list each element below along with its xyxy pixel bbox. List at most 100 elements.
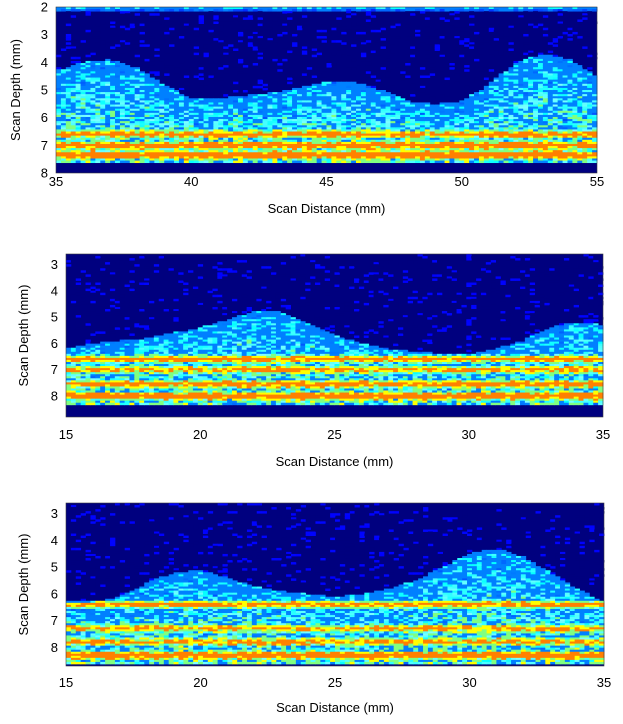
heatmap-cell	[415, 102, 421, 105]
heatmap-cell	[306, 154, 313, 157]
heatmap-cell	[311, 96, 318, 99]
heatmap-cell	[336, 121, 342, 124]
heatmap-cell	[301, 139, 308, 143]
heatmap-cell	[380, 110, 386, 114]
heatmap-cell	[429, 146, 436, 149]
heatmap-cell	[306, 114, 313, 118]
heatmap-cell	[134, 23, 141, 27]
heatmap-cell	[110, 81, 116, 85]
heatmap-cell	[247, 154, 254, 157]
heatmap-cell	[508, 114, 514, 118]
heatmap-cell	[518, 116, 524, 120]
heatmap-cell	[267, 92, 273, 95]
heatmap-cell	[537, 160, 544, 164]
heatmap-cell	[400, 100, 406, 103]
heatmap-cell	[370, 152, 377, 155]
heatmap-cell	[360, 150, 367, 153]
heatmap-cell	[267, 102, 273, 105]
heatmap-cell	[375, 102, 381, 105]
heatmap-cell	[464, 127, 470, 130]
heatmap-cell	[174, 100, 180, 103]
heatmap-cell	[237, 156, 244, 159]
heatmap-cell	[341, 119, 347, 122]
heatmap-cell	[469, 98, 475, 101]
heatmap-cell	[469, 127, 475, 130]
heatmap-cell	[557, 77, 563, 81]
heatmap-cell	[188, 160, 195, 164]
heatmap-cell	[169, 60, 175, 64]
heatmap-cell	[267, 96, 273, 99]
heatmap-cell	[287, 102, 293, 105]
heatmap-cell	[139, 148, 145, 151]
heatmap-cell	[218, 42, 224, 45]
heatmap-cell	[385, 112, 391, 116]
heatmap-cell	[380, 156, 386, 159]
heatmap-cell	[188, 139, 195, 143]
heatmap-cell	[533, 160, 539, 164]
heatmap-cell	[557, 110, 563, 114]
heatmap-cell	[523, 137, 529, 141]
heatmap-cell	[159, 148, 165, 151]
heatmap-cell	[292, 116, 298, 120]
heatmap-cell	[301, 129, 308, 132]
heatmap-cell	[346, 65, 352, 68]
heatmap-cell	[419, 114, 426, 118]
heatmap-cell	[257, 11, 263, 14]
heatmap-cell	[149, 29, 155, 33]
heatmap-cell	[80, 133, 86, 137]
heatmap-cell	[533, 67, 539, 70]
heatmap-cell	[134, 154, 141, 157]
heatmap-cell	[95, 81, 101, 85]
heatmap-cell	[188, 152, 195, 155]
heatmap-cell	[562, 75, 568, 78]
heatmap-cell	[115, 125, 121, 128]
heatmap-cell	[395, 154, 401, 157]
heatmap-cell	[449, 67, 455, 70]
heatmap-cell	[124, 141, 131, 145]
heatmap-cell	[139, 7, 145, 10]
heatmap-cell	[129, 129, 136, 132]
heatmap-cell	[252, 96, 259, 99]
heatmap-cell	[60, 94, 67, 97]
heatmap-cell	[356, 146, 362, 149]
heatmap-cell	[65, 87, 72, 91]
heatmap-cell	[341, 81, 347, 85]
heatmap-cell	[459, 141, 465, 145]
heatmap-cell	[483, 75, 490, 78]
heatmap-cell	[316, 158, 322, 161]
heatmap-cell	[257, 110, 263, 114]
heatmap-cell	[85, 146, 91, 149]
heatmap-cell	[134, 102, 141, 105]
heatmap-cell	[429, 141, 436, 145]
heatmap-cell	[316, 139, 322, 143]
heatmap-cell	[56, 67, 62, 70]
heatmap-cell	[95, 129, 101, 132]
heatmap-cell	[542, 85, 549, 89]
heatmap-cell	[311, 102, 318, 105]
heatmap-cell	[464, 141, 470, 145]
heatmap-cell	[159, 154, 165, 157]
heatmap-cell	[154, 96, 160, 99]
heatmap-cell	[434, 106, 441, 110]
heatmap-cell	[547, 156, 554, 159]
heatmap-cell	[228, 131, 234, 134]
heatmap-cell	[474, 158, 480, 161]
heatmap-cell	[301, 125, 308, 128]
heatmap-cell	[149, 71, 155, 74]
heatmap-cell	[375, 133, 381, 137]
heatmap-cell	[287, 75, 293, 78]
heatmap-cell	[134, 160, 141, 164]
heatmap-cell	[410, 106, 416, 110]
heatmap-cell	[169, 116, 175, 120]
heatmap-cell	[508, 90, 514, 93]
heatmap-cell	[75, 133, 81, 137]
heatmap-cell	[287, 104, 293, 108]
heatmap-cell	[547, 67, 554, 70]
heatmap-cell	[139, 83, 145, 87]
heatmap-cell	[429, 137, 436, 141]
heatmap-cell	[56, 83, 62, 87]
heatmap-cell	[134, 143, 141, 147]
heatmap-cell	[105, 79, 111, 83]
heatmap-cell	[272, 127, 278, 130]
heatmap-cell	[252, 85, 259, 89]
